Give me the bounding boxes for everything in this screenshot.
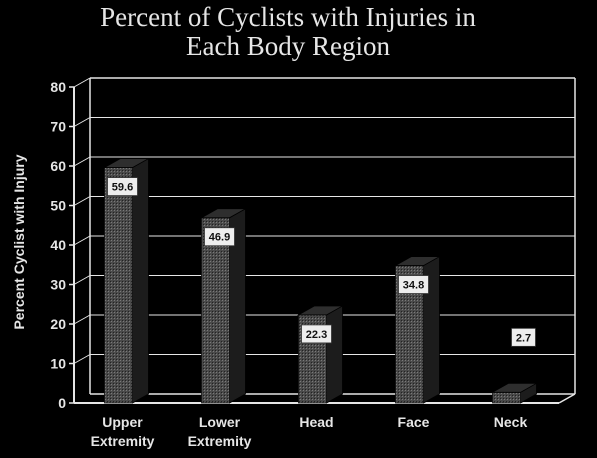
- bar-top-face: [199, 208, 248, 219]
- y-tick-label: 10: [50, 356, 66, 372]
- gridline-side: [73, 156, 91, 167]
- bar-0: 59.6: [102, 157, 151, 404]
- data-label: 34.8: [403, 280, 424, 292]
- x-category-label: Face: [398, 414, 430, 430]
- bar-2: 22.3: [296, 305, 345, 404]
- bar-top-face: [296, 305, 345, 316]
- gridline-side: [73, 235, 91, 246]
- bar-side-face: [326, 305, 343, 404]
- data-label-box: [511, 327, 536, 347]
- x-category-label: Extremity: [91, 433, 155, 449]
- data-label-box: [107, 177, 138, 196]
- x-category-label: Extremity: [188, 433, 252, 449]
- y-tick-label: 70: [50, 119, 66, 135]
- y-tick-label: 0: [58, 395, 66, 411]
- gridline-side: [73, 314, 91, 325]
- y-tick-label: 80: [50, 79, 66, 95]
- bar-top-face: [102, 158, 151, 168]
- y-tick-label: 40: [50, 237, 66, 253]
- x-axis-categories: Upper Extremity Lower Extremity Head Face Neck: [91, 414, 528, 449]
- bar-front-face: [201, 217, 230, 404]
- x-category-label: Upper: [102, 414, 143, 430]
- x-category-label: Neck: [494, 414, 528, 430]
- data-label-box: [204, 227, 235, 247]
- y-axis-ticks: 0 10 20 30 40 50 60 70 80: [50, 79, 74, 411]
- floor-right-edge: [558, 393, 576, 404]
- bar-front-face: [492, 391, 521, 404]
- x-category-label: Head: [299, 414, 333, 430]
- data-label: 46.9: [209, 232, 230, 244]
- chart-title-line-2: Each Body Region: [186, 31, 390, 61]
- bar-4: 2.7: [490, 327, 539, 404]
- gridline-side: [73, 117, 91, 127]
- chart-title-line-1: Percent of Cyclists with Injuries in: [100, 2, 476, 32]
- data-label: 59.6: [112, 182, 133, 194]
- data-label: 22.3: [306, 329, 327, 341]
- data-label-box: [301, 324, 332, 344]
- bar-3: 34.8: [393, 255, 442, 404]
- data-label: 2.7: [516, 332, 531, 344]
- y-tick-label: 30: [50, 277, 66, 293]
- bars: 59.6 46.9 22.3 34.8 2.7: [102, 157, 539, 404]
- bar-front-face: [104, 167, 133, 404]
- x-category-label: Lower: [199, 414, 241, 430]
- gridline-side: [73, 196, 91, 206]
- y-tick-label: 20: [50, 316, 66, 332]
- y-tick-label: 50: [50, 198, 66, 214]
- bar-1: 46.9: [199, 208, 248, 404]
- bar-top-face: [393, 256, 442, 266]
- y-axis-label: Percent Cyclist with Injury: [11, 154, 27, 329]
- bar-top-face: [490, 382, 539, 393]
- gridline-side: [73, 77, 91, 88]
- gridline-side: [73, 275, 91, 285]
- data-label-box: [398, 275, 429, 294]
- gridline-side: [73, 354, 91, 364]
- y-tick-label: 60: [50, 158, 66, 174]
